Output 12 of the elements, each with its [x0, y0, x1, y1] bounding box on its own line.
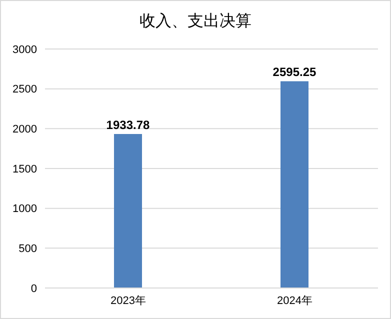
x-tick-label: 2023年	[110, 294, 146, 307]
x-tick-label: 2024年	[277, 294, 312, 307]
y-tick-label: 1500	[12, 163, 37, 176]
y-tick-label: 3000	[12, 44, 37, 56]
y-tick-label: 2000	[12, 124, 37, 136]
chart-title: 收入、支出决算	[138, 12, 252, 32]
y-tick-label: 500	[18, 243, 37, 256]
y-tick-label: 2500	[12, 84, 37, 96]
data-label: 1933.78	[106, 118, 150, 132]
data-label: 2595.25	[272, 65, 317, 80]
y-tick-label: 0	[30, 282, 37, 295]
y-tick-label: 1000	[12, 203, 37, 216]
